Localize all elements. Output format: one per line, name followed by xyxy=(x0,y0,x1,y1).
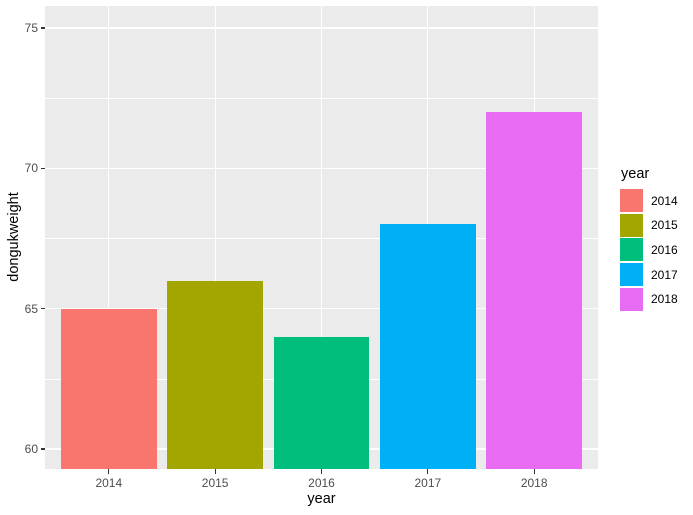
legend-swatch-2016 xyxy=(620,238,643,262)
y-tick-mark xyxy=(40,308,45,310)
bar-2017 xyxy=(379,224,476,469)
x-tick-mark xyxy=(214,469,216,474)
legend-item: 2015 xyxy=(620,213,678,237)
x-tick-label: 2018 xyxy=(520,476,548,490)
y-tick-label: 75 xyxy=(24,20,38,35)
bar-2015 xyxy=(167,280,263,469)
bar-2016 xyxy=(273,336,370,469)
legend-item: 2017 xyxy=(620,263,678,287)
plot-panel xyxy=(45,6,598,469)
y-tick-label: 65 xyxy=(24,301,38,316)
legend-item-label: 2014 xyxy=(651,193,678,208)
legend-title: year xyxy=(621,166,650,182)
legend-swatch-2017 xyxy=(620,263,643,287)
legend-items: 2014 2015 2016 2017 2018 xyxy=(620,189,678,311)
legend: year 2014 2015 2016 2017 2018 xyxy=(620,166,678,312)
legend-item-label: 2018 xyxy=(651,292,678,307)
gridline-major-v xyxy=(108,6,110,469)
gridline-major-h xyxy=(45,308,598,310)
x-tick-mark xyxy=(108,469,110,474)
legend-item: 2014 xyxy=(620,189,678,212)
legend-swatch-2018 xyxy=(620,287,643,311)
x-tick-label: 2014 xyxy=(95,476,123,490)
x-tick-mark xyxy=(427,469,429,474)
x-tick-label: 2015 xyxy=(201,476,229,490)
gridline-minor-h xyxy=(45,238,598,239)
bar-2018 xyxy=(486,112,583,469)
y-tick-label: 70 xyxy=(24,161,38,176)
legend-swatch-2015 xyxy=(620,213,643,237)
legend-swatch-2014 xyxy=(620,189,643,212)
legend-item-label: 2016 xyxy=(651,242,678,257)
legend-item-label: 2015 xyxy=(651,218,678,233)
y-tick-mark xyxy=(40,167,45,169)
gridline-minor-h xyxy=(45,97,598,99)
legend-item: 2018 xyxy=(620,287,678,311)
x-tick-mark xyxy=(320,469,323,474)
legend-item-label: 2017 xyxy=(651,267,678,282)
gridline-major-h xyxy=(45,167,598,169)
gridline-major-v xyxy=(214,6,216,469)
y-axis-title: dongukweight xyxy=(6,192,22,282)
x-tick-label: 2017 xyxy=(414,476,442,490)
y-tick-label: 60 xyxy=(24,442,38,457)
bar-2014 xyxy=(60,308,157,469)
y-tick-mark xyxy=(40,448,45,450)
y-tick-mark xyxy=(40,27,45,29)
gridline-major-h xyxy=(45,27,598,29)
x-tick-mark xyxy=(533,469,535,474)
legend-item: 2016 xyxy=(620,238,678,262)
x-tick-label: 2016 xyxy=(308,476,335,490)
gridline-major-v xyxy=(320,6,323,469)
x-axis-title: year xyxy=(307,491,336,507)
